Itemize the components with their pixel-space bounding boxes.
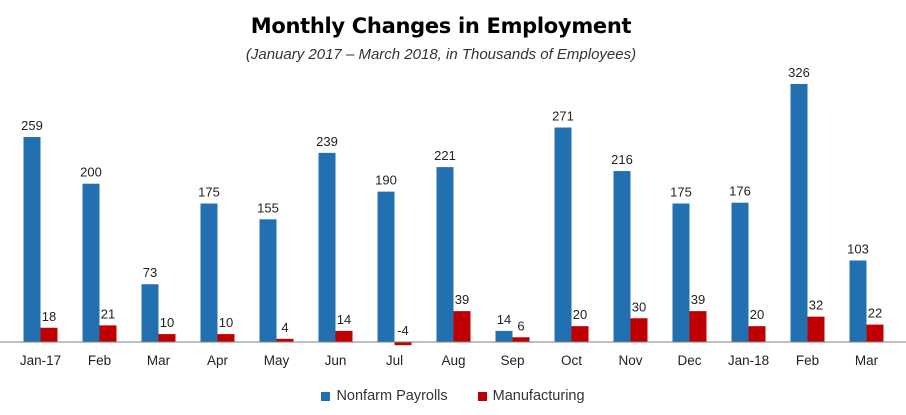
bar-manufacturing-4	[276, 338, 294, 342]
legend-label-manufacturing: Manufacturing	[492, 388, 585, 404]
x-tick-label-6: Jul	[386, 353, 403, 368]
data-label-manufacturing-3: 10	[219, 315, 233, 330]
chart-plot: 259 18 Jan-17 200 21 Feb 73 10 Mar 175 10 Apr 155 4 Ma…	[0, 65, 906, 368]
bar-nonfarm-10	[613, 171, 631, 342]
data-label-nonfarm-7: 221	[434, 148, 456, 163]
data-label-manufacturing-14: 22	[868, 306, 882, 321]
data-label-manufacturing-12: 20	[750, 307, 764, 322]
bar-manufacturing-6	[394, 342, 412, 346]
data-label-nonfarm-1: 200	[80, 165, 102, 180]
bar-manufacturing-1	[99, 325, 117, 342]
chart-subtitle: (January 2017 – March 2018, in Thousands…	[245, 46, 637, 63]
x-tick-label-10: Nov	[618, 353, 642, 368]
x-tick-label-8: Sep	[500, 353, 524, 368]
bar-manufacturing-2	[158, 334, 176, 342]
bar-manufacturing-13	[807, 316, 825, 342]
x-tick-label-4: May	[264, 353, 290, 368]
data-label-nonfarm-8: 14	[497, 312, 511, 327]
data-label-nonfarm-14: 103	[847, 241, 869, 256]
x-tick-label-14: Mar	[855, 353, 879, 368]
x-tick-label-7: Aug	[441, 353, 465, 368]
data-label-manufacturing-11: 39	[691, 292, 705, 307]
data-label-nonfarm-4: 155	[257, 200, 279, 215]
data-label-nonfarm-3: 175	[198, 185, 220, 200]
bar-manufacturing-5	[335, 330, 353, 342]
data-label-manufacturing-1: 21	[101, 306, 115, 321]
data-label-nonfarm-0: 259	[21, 118, 43, 133]
chart-title: Monthly Changes in Employment	[250, 14, 632, 38]
bar-nonfarm-7	[436, 167, 454, 342]
legend-label-nonfarm: Nonfarm Payrolls	[336, 388, 448, 404]
bar-manufacturing-14	[866, 324, 884, 342]
bar-nonfarm-1	[82, 183, 100, 342]
bar-manufacturing-9	[571, 326, 589, 342]
legend-item-manufacturing: Manufacturing	[477, 388, 585, 404]
x-tick-label-12: Jan-18	[728, 353, 769, 368]
data-label-manufacturing-7: 39	[455, 292, 469, 307]
bar-manufacturing-10	[630, 318, 648, 342]
x-tick-label-5: Jun	[325, 353, 347, 368]
bar-manufacturing-3	[217, 334, 235, 342]
data-label-nonfarm-13: 326	[788, 65, 810, 80]
bar-nonfarm-11	[672, 203, 690, 342]
bar-nonfarm-6	[377, 191, 395, 342]
x-tick-label-11: Dec	[677, 353, 701, 368]
data-label-nonfarm-9: 271	[552, 109, 574, 124]
bar-manufacturing-0	[40, 327, 58, 342]
bar-nonfarm-9	[554, 127, 572, 342]
data-label-manufacturing-8: 6	[517, 318, 524, 333]
data-label-nonfarm-10: 216	[611, 152, 633, 167]
x-tick-label-3: Apr	[207, 353, 229, 368]
bar-nonfarm-13	[790, 84, 808, 342]
bar-manufacturing-12	[748, 326, 766, 342]
bar-nonfarm-2	[141, 284, 159, 342]
data-label-manufacturing-9: 20	[573, 307, 587, 322]
data-label-nonfarm-2: 73	[143, 265, 157, 280]
x-tick-label-1: Feb	[88, 353, 111, 368]
data-label-manufacturing-13: 32	[809, 298, 823, 313]
x-tick-label-13: Feb	[796, 353, 819, 368]
bar-nonfarm-0	[23, 137, 41, 342]
legend-swatch-manufacturing	[477, 391, 487, 401]
bar-manufacturing-8	[512, 337, 530, 342]
data-label-nonfarm-11: 175	[670, 185, 692, 200]
legend-item-nonfarm: Nonfarm Payrolls	[321, 388, 448, 404]
bar-nonfarm-14	[849, 260, 867, 342]
bar-manufacturing-11	[689, 311, 707, 342]
data-label-manufacturing-10: 30	[632, 299, 646, 314]
bar-nonfarm-4	[259, 219, 277, 342]
bar-nonfarm-5	[318, 152, 336, 342]
x-tick-label-0: Jan-17	[20, 353, 61, 368]
chart-legend: Nonfarm Payrolls Manufacturing	[0, 388, 906, 404]
data-label-nonfarm-12: 176	[729, 184, 751, 199]
x-tick-label-9: Oct	[561, 353, 582, 368]
bar-nonfarm-12	[731, 202, 749, 342]
data-label-nonfarm-6: 190	[375, 173, 397, 188]
bar-nonfarm-8	[495, 330, 513, 342]
data-label-manufacturing-6: -4	[397, 323, 409, 338]
x-tick-label-2: Mar	[147, 353, 171, 368]
data-label-manufacturing-4: 4	[281, 320, 288, 335]
data-label-nonfarm-5: 239	[316, 134, 338, 149]
bar-nonfarm-3	[200, 203, 218, 342]
data-label-manufacturing-0: 18	[42, 309, 56, 324]
bar-manufacturing-7	[453, 311, 471, 342]
data-label-manufacturing-2: 10	[160, 315, 174, 330]
data-label-manufacturing-5: 14	[337, 312, 351, 327]
legend-swatch-nonfarm	[321, 391, 331, 401]
